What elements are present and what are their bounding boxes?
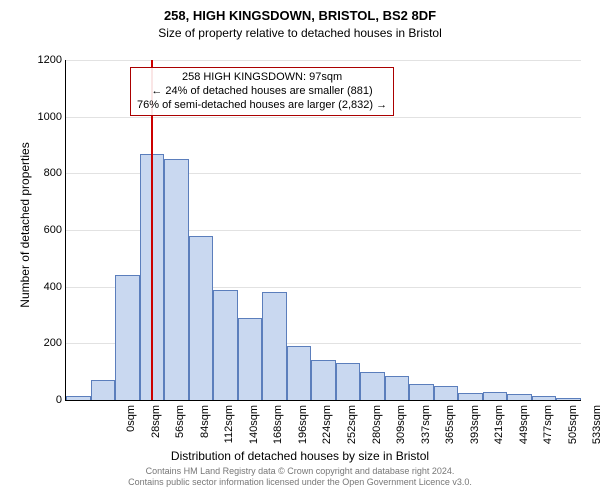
x-tick: 337sqm (420, 405, 432, 455)
grid-line (66, 117, 581, 118)
histogram-bar (385, 376, 410, 400)
histogram-bar (556, 398, 581, 400)
x-tick: 196sqm (297, 405, 309, 455)
credits-line-2: Contains public sector information licen… (0, 477, 600, 488)
x-tick: 533sqm (591, 405, 600, 455)
chart-title: 258, HIGH KINGSDOWN, BRISTOL, BS2 8DF (0, 8, 600, 23)
x-tick: 28sqm (150, 405, 162, 455)
x-tick: 505sqm (567, 405, 579, 455)
annotation-line-1: 258 HIGH KINGSDOWN: 97sqm (137, 71, 387, 85)
histogram-bar (458, 393, 483, 400)
histogram-bar (91, 380, 116, 400)
x-tick: 393sqm (469, 405, 481, 455)
histogram-bar (238, 318, 263, 400)
y-tick: 800 (30, 167, 62, 179)
histogram-bar (287, 346, 312, 400)
grid-line (66, 60, 581, 61)
histogram-bar (115, 275, 140, 400)
y-tick: 600 (30, 224, 62, 236)
x-tick: 365sqm (444, 405, 456, 455)
chart-subtitle: Size of property relative to detached ho… (0, 26, 600, 40)
annotation-box: 258 HIGH KINGSDOWN: 97sqm ← 24% of detac… (130, 67, 394, 116)
histogram-bar (213, 290, 238, 401)
y-tick: 200 (30, 337, 62, 349)
histogram-bar (360, 372, 385, 400)
annotation-line-2: ← 24% of detached houses are smaller (88… (137, 85, 387, 99)
x-tick: 112sqm (223, 405, 235, 455)
x-tick: 252sqm (346, 405, 358, 455)
x-tick: 280sqm (371, 405, 383, 455)
histogram-bar (409, 384, 434, 400)
histogram-bar (311, 360, 336, 400)
x-tick: 224sqm (321, 405, 333, 455)
x-tick: 421sqm (493, 405, 505, 455)
histogram-bar (189, 236, 214, 400)
histogram-bar (532, 396, 557, 400)
histogram-bar (164, 159, 189, 400)
x-tick: 449sqm (518, 405, 530, 455)
x-tick: 0sqm (125, 405, 137, 455)
y-tick: 1200 (30, 54, 62, 66)
histogram-bar (483, 392, 508, 401)
histogram-bar (336, 363, 361, 400)
annotation-line-3: 76% of semi-detached houses are larger (… (137, 99, 387, 113)
y-tick: 400 (30, 281, 62, 293)
histogram-bar (66, 396, 91, 400)
credits: Contains HM Land Registry data © Crown c… (0, 466, 600, 488)
x-tick: 168sqm (272, 405, 284, 455)
chart-container: 258, HIGH KINGSDOWN, BRISTOL, BS2 8DF Si… (0, 0, 600, 500)
credits-line-1: Contains HM Land Registry data © Crown c… (0, 466, 600, 477)
y-tick: 1000 (30, 111, 62, 123)
y-tick: 0 (30, 394, 62, 406)
x-tick: 309sqm (395, 405, 407, 455)
x-tick: 84sqm (199, 405, 211, 455)
histogram-bar (262, 292, 287, 400)
histogram-bar (434, 386, 459, 400)
x-tick: 56sqm (174, 405, 186, 455)
x-tick: 140sqm (248, 405, 260, 455)
histogram-bar (507, 394, 532, 400)
x-tick: 477sqm (542, 405, 554, 455)
